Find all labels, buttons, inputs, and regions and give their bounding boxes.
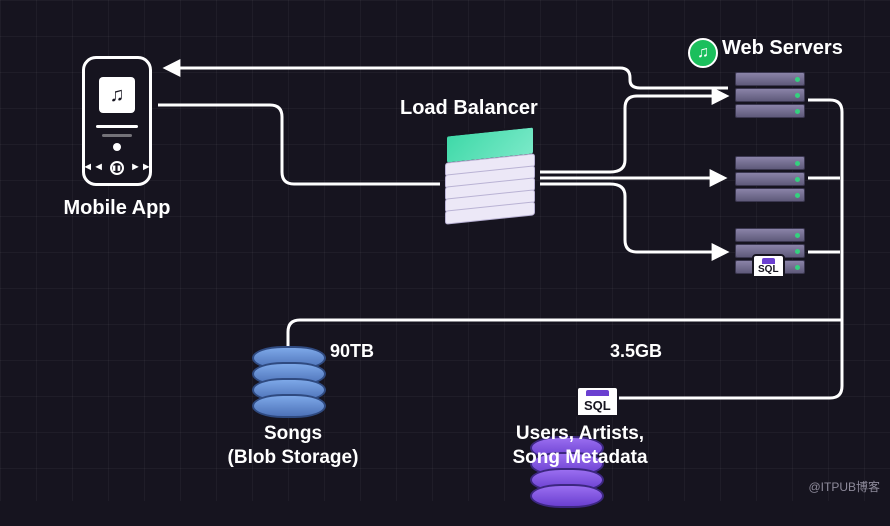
sql-small-text: SQL <box>758 264 779 275</box>
blob-storage-label: Songs (Blob Storage) <box>198 422 388 470</box>
music-note-icon: ♫ <box>99 77 135 113</box>
sql-tag-text: SQL <box>584 398 611 413</box>
watermark: @ITPUB博客 <box>808 478 880 495</box>
sql-db-label: Users, Artists, Song Metadata <box>480 422 680 470</box>
sql-small-tag: SQL <box>752 254 785 278</box>
load-balancer-node <box>445 130 535 230</box>
sql-tag: SQL <box>576 386 619 417</box>
mobile-app-label: Mobile App <box>42 196 192 221</box>
web-servers-label: Web Servers <box>722 36 843 61</box>
load-balancer-label: Load Balancer <box>400 96 538 121</box>
mobile-app-node: ♫ ◄◄ ▮▮ ►► <box>82 56 152 186</box>
music-badge-icon: ♫ <box>688 38 718 68</box>
sql-size-label: 3.5GB <box>610 340 662 363</box>
web-server-1 <box>735 72 805 120</box>
web-server-2 <box>735 156 805 204</box>
blob-size-label: 90TB <box>330 340 374 363</box>
